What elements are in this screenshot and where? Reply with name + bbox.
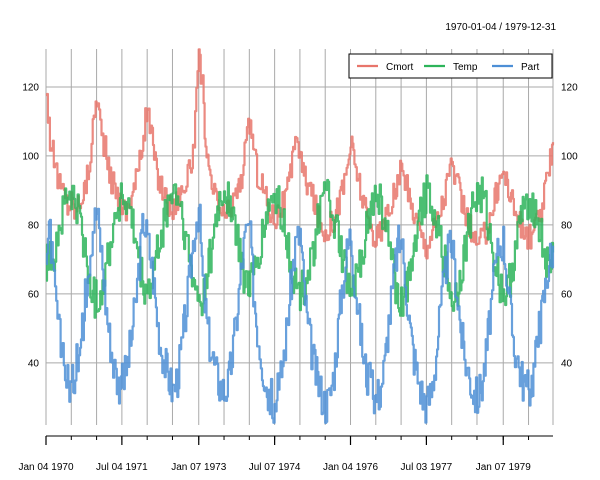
x-tick-label: Jul 07 1974 — [249, 462, 301, 473]
y-tick-label-left: 80 — [28, 220, 40, 231]
axis-layer: 40 40 60 60 80 80 100 100 120 120 Jan 04 1970 Jul 0… — [18, 82, 578, 473]
x-tick-label: Jan 07 1979 — [476, 462, 531, 473]
y-tick-label-left: 40 — [28, 358, 40, 369]
series-line-temp — [45, 174, 555, 319]
x-tick-label: Jul 03 1977 — [401, 462, 453, 473]
y-tick-label-right: 120 — [561, 82, 578, 93]
legend: Cmort Temp Part — [348, 53, 553, 79]
x-tick-label: Jan 04 1970 — [18, 462, 73, 473]
y-tick-label-right: 40 — [561, 358, 573, 369]
y-tick-label-left: 120 — [22, 82, 39, 93]
y-tick-label-left: 100 — [22, 151, 39, 162]
x-tick-label: Jan 04 1976 — [323, 462, 378, 473]
x-tick-label: Jan 07 1973 — [171, 462, 226, 473]
y-tick-label-left: 60 — [28, 289, 40, 300]
legend-label-cmort: Cmort — [386, 62, 413, 73]
y-tick-label-right: 100 — [561, 151, 578, 162]
series-layer — [45, 48, 555, 424]
x-tick-label: Jul 04 1971 — [96, 462, 148, 473]
date-range-label: 1970-01-04 / 1979-12-31 — [445, 22, 556, 33]
legend-items: Cmort Temp Part — [357, 62, 540, 73]
legend-label-part: Part — [521, 62, 540, 73]
y-tick-label-right: 80 — [561, 220, 573, 231]
legend-label-temp: Temp — [453, 62, 478, 73]
legend-box — [348, 53, 553, 79]
y-tick-label-right: 60 — [561, 289, 573, 300]
series-line-part — [45, 203, 555, 424]
